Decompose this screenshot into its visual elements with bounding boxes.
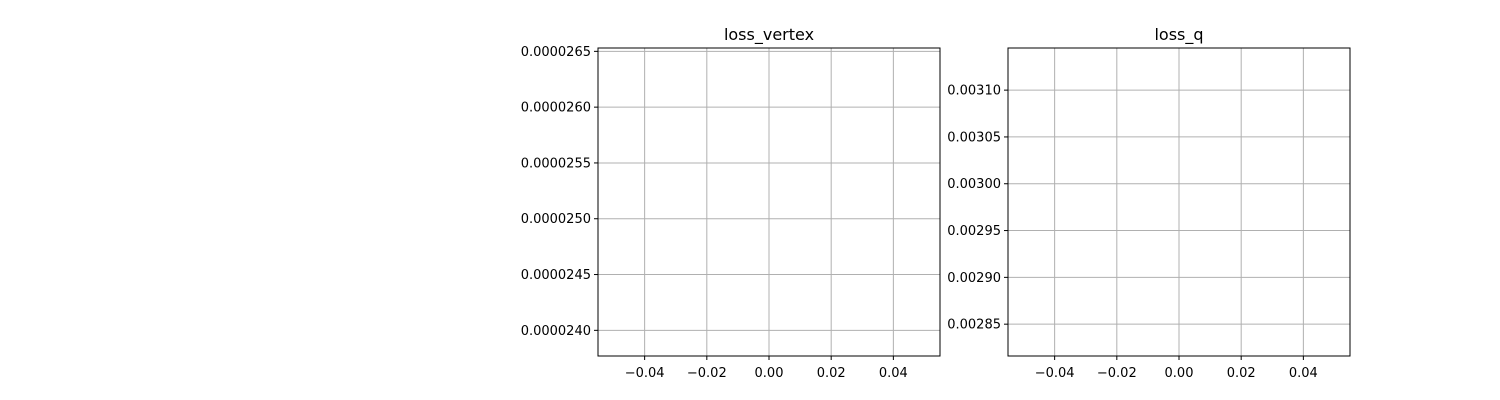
y-tick-label-loss-vertex: 0.0000240 bbox=[521, 324, 591, 339]
y-tick-label-loss-q: 0.00305 bbox=[947, 130, 1001, 145]
x-tick-label-loss-q: −0.02 bbox=[1097, 366, 1137, 381]
y-tick-label-loss-q: 0.00295 bbox=[947, 224, 1001, 239]
chart-title-loss-vertex: loss_vertex bbox=[724, 25, 814, 45]
x-tick-label-loss-vertex: 0.04 bbox=[879, 366, 908, 381]
y-tick-label-loss-q: 0.00290 bbox=[947, 271, 1001, 286]
y-tick-label-loss-vertex: 0.0000255 bbox=[521, 156, 591, 171]
x-tick-label-loss-q: 0.00 bbox=[1165, 366, 1194, 381]
x-tick-label-loss-vertex: −0.02 bbox=[687, 366, 727, 381]
subplot-loss-q: −0.04 −0.02 0.00 0.02 0.04 0.002850.002900.0… bbox=[947, 25, 1351, 381]
chart-title-loss-q: loss_q bbox=[1154, 25, 1203, 45]
y-ticks-loss-vertex: 0.0000240 0.0000245 0.0000250 0.0000255 0.00… bbox=[521, 45, 598, 339]
subplot-loss-vertex: −0.04 −0.02 0.00 0.02 0.04 0.00002400.000024… bbox=[521, 25, 941, 381]
y-ticks-loss-q: 0.00285 0.00290 0.00295 0.00300 0.00305 0.003… bbox=[947, 84, 1008, 333]
x-tick-label-loss-vertex: −0.04 bbox=[625, 366, 665, 381]
x-tick-label-loss-q: 0.04 bbox=[1289, 366, 1318, 381]
y-tick-label-loss-q: 0.00300 bbox=[947, 177, 1001, 192]
y-tick-label-loss-vertex: 0.0000250 bbox=[521, 212, 591, 227]
x-tick-label-loss-q: −0.04 bbox=[1035, 366, 1075, 381]
y-tick-label-loss-q: 0.00310 bbox=[947, 84, 1001, 99]
x-tick-label-loss-vertex: 0.02 bbox=[817, 366, 846, 381]
y-tick-label-loss-vertex: 0.0000260 bbox=[521, 101, 591, 116]
grid-loss-q bbox=[1008, 48, 1350, 356]
x-ticks-loss-vertex: −0.04 −0.02 0.00 0.02 0.04 bbox=[625, 356, 908, 381]
x-ticks-loss-q: −0.04 −0.02 0.00 0.02 0.04 bbox=[1035, 356, 1318, 381]
x-tick-label-loss-vertex: 0.00 bbox=[755, 366, 784, 381]
grid-loss-vertex bbox=[598, 48, 940, 356]
y-tick-label-loss-vertex: 0.0000245 bbox=[521, 268, 591, 283]
x-tick-label-loss-q: 0.02 bbox=[1227, 366, 1256, 381]
y-tick-label-loss-q: 0.00285 bbox=[947, 318, 1001, 333]
y-tick-label-loss-vertex: 0.0000265 bbox=[521, 45, 591, 60]
